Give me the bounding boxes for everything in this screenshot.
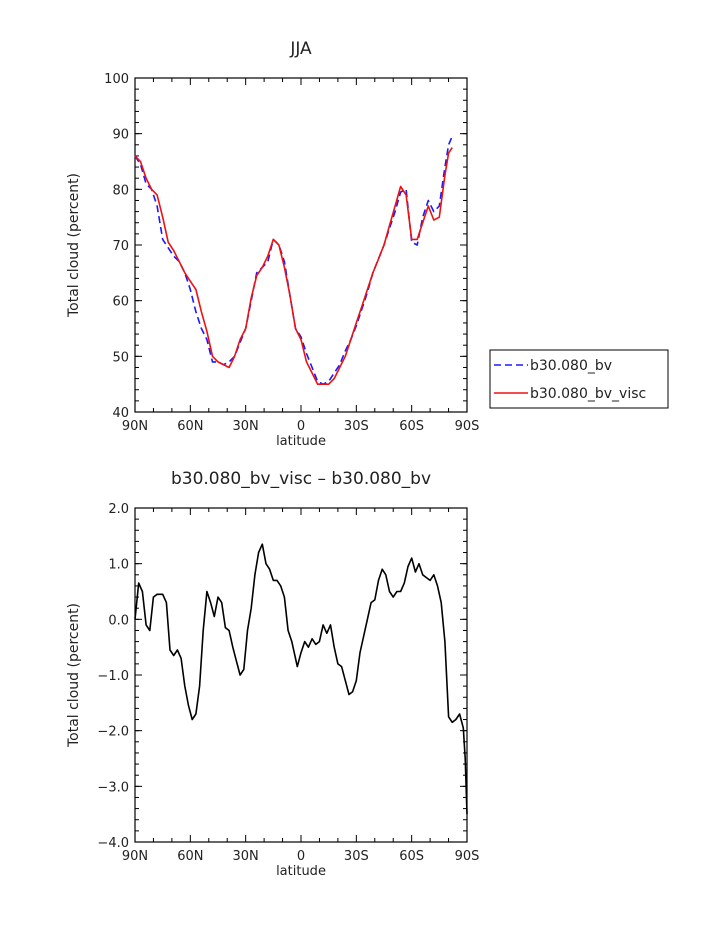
chart2-y-tick-label: 1.0 bbox=[108, 558, 129, 573]
chart1-x-tick-label: 30N bbox=[233, 419, 259, 434]
chart1: 90N 60N 30N 0 30S 60S 90S 40 50 60 70 80 90 100 JJA lat… bbox=[66, 39, 669, 449]
chart2-x-tick-label: 90S bbox=[455, 849, 480, 864]
chart1-legend-label: b30.080_bv bbox=[530, 358, 612, 374]
chart2-x-tick-label: 90N bbox=[122, 849, 148, 864]
chart1-series-line-2 bbox=[134, 147, 453, 385]
chart2-plot-frame bbox=[134, 507, 468, 843]
chart1-x-axis-label: latitude bbox=[276, 434, 326, 449]
chart2-y-tick-label: 0.0 bbox=[108, 613, 129, 628]
chart2-x-tick-label: 0 bbox=[297, 849, 305, 864]
chart1-legend-box bbox=[489, 349, 669, 409]
chart1-x-tick-label: 60S bbox=[399, 419, 424, 434]
chart2-y-tick-label: −2.0 bbox=[97, 725, 129, 740]
chart2-x-axis-label: latitude bbox=[276, 864, 326, 879]
chart1-legend: b30.080_bv b30.080_bv_visc bbox=[489, 349, 669, 409]
chart1-series-line-1 bbox=[134, 136, 453, 385]
chart2-x-tick-label: 30S bbox=[344, 849, 369, 864]
chart1-y-tick-label: 50 bbox=[112, 350, 129, 365]
chart1-y-axis-label: Total cloud (percent) bbox=[66, 173, 82, 318]
chart2-series-line-1 bbox=[134, 543, 468, 815]
chart2-title: b30.080_bv_visc – b30.080_bv bbox=[171, 469, 431, 489]
chart1-y-tick-label: 100 bbox=[104, 72, 129, 87]
chart2-y-tick-label: 2.0 bbox=[108, 502, 129, 517]
chart1-y-tick-label: 90 bbox=[112, 128, 129, 143]
chart1-y-tick-label: 40 bbox=[112, 406, 129, 421]
chart2-y-tick-label: −4.0 bbox=[97, 836, 129, 851]
chart1-x-tick-label: 60N bbox=[177, 419, 203, 434]
chart1-x-tick-label: 90S bbox=[455, 419, 480, 434]
chart1-legend-label: b30.080_bv_visc bbox=[530, 386, 646, 402]
chart2-x-tick-label: 60N bbox=[177, 849, 203, 864]
chart1-y-tick-label: 60 bbox=[112, 295, 129, 310]
chart1-y-tick-label: 80 bbox=[112, 183, 129, 198]
chart2: 90N 60N 30N 0 30S 60S 90S −4.0 −3.0 −2.0 −1.0 0.0 1.… bbox=[66, 469, 479, 879]
chart2-x-tick-label: 30N bbox=[233, 849, 259, 864]
chart2-x-tick-label: 60S bbox=[399, 849, 424, 864]
chart1-x-tick-label: 30S bbox=[344, 419, 369, 434]
chart1-x-tick-label: 90N bbox=[122, 419, 148, 434]
chart2-y-tick-label: −3.0 bbox=[97, 780, 129, 795]
chart2-y-axis-label: Total cloud (percent) bbox=[66, 603, 82, 748]
chart2-y-tick-label: −1.0 bbox=[97, 669, 129, 684]
chart1-x-tick-label: 0 bbox=[297, 419, 305, 434]
chart1-title: JJA bbox=[289, 39, 312, 59]
chart1-y-tick-label: 70 bbox=[112, 239, 129, 254]
